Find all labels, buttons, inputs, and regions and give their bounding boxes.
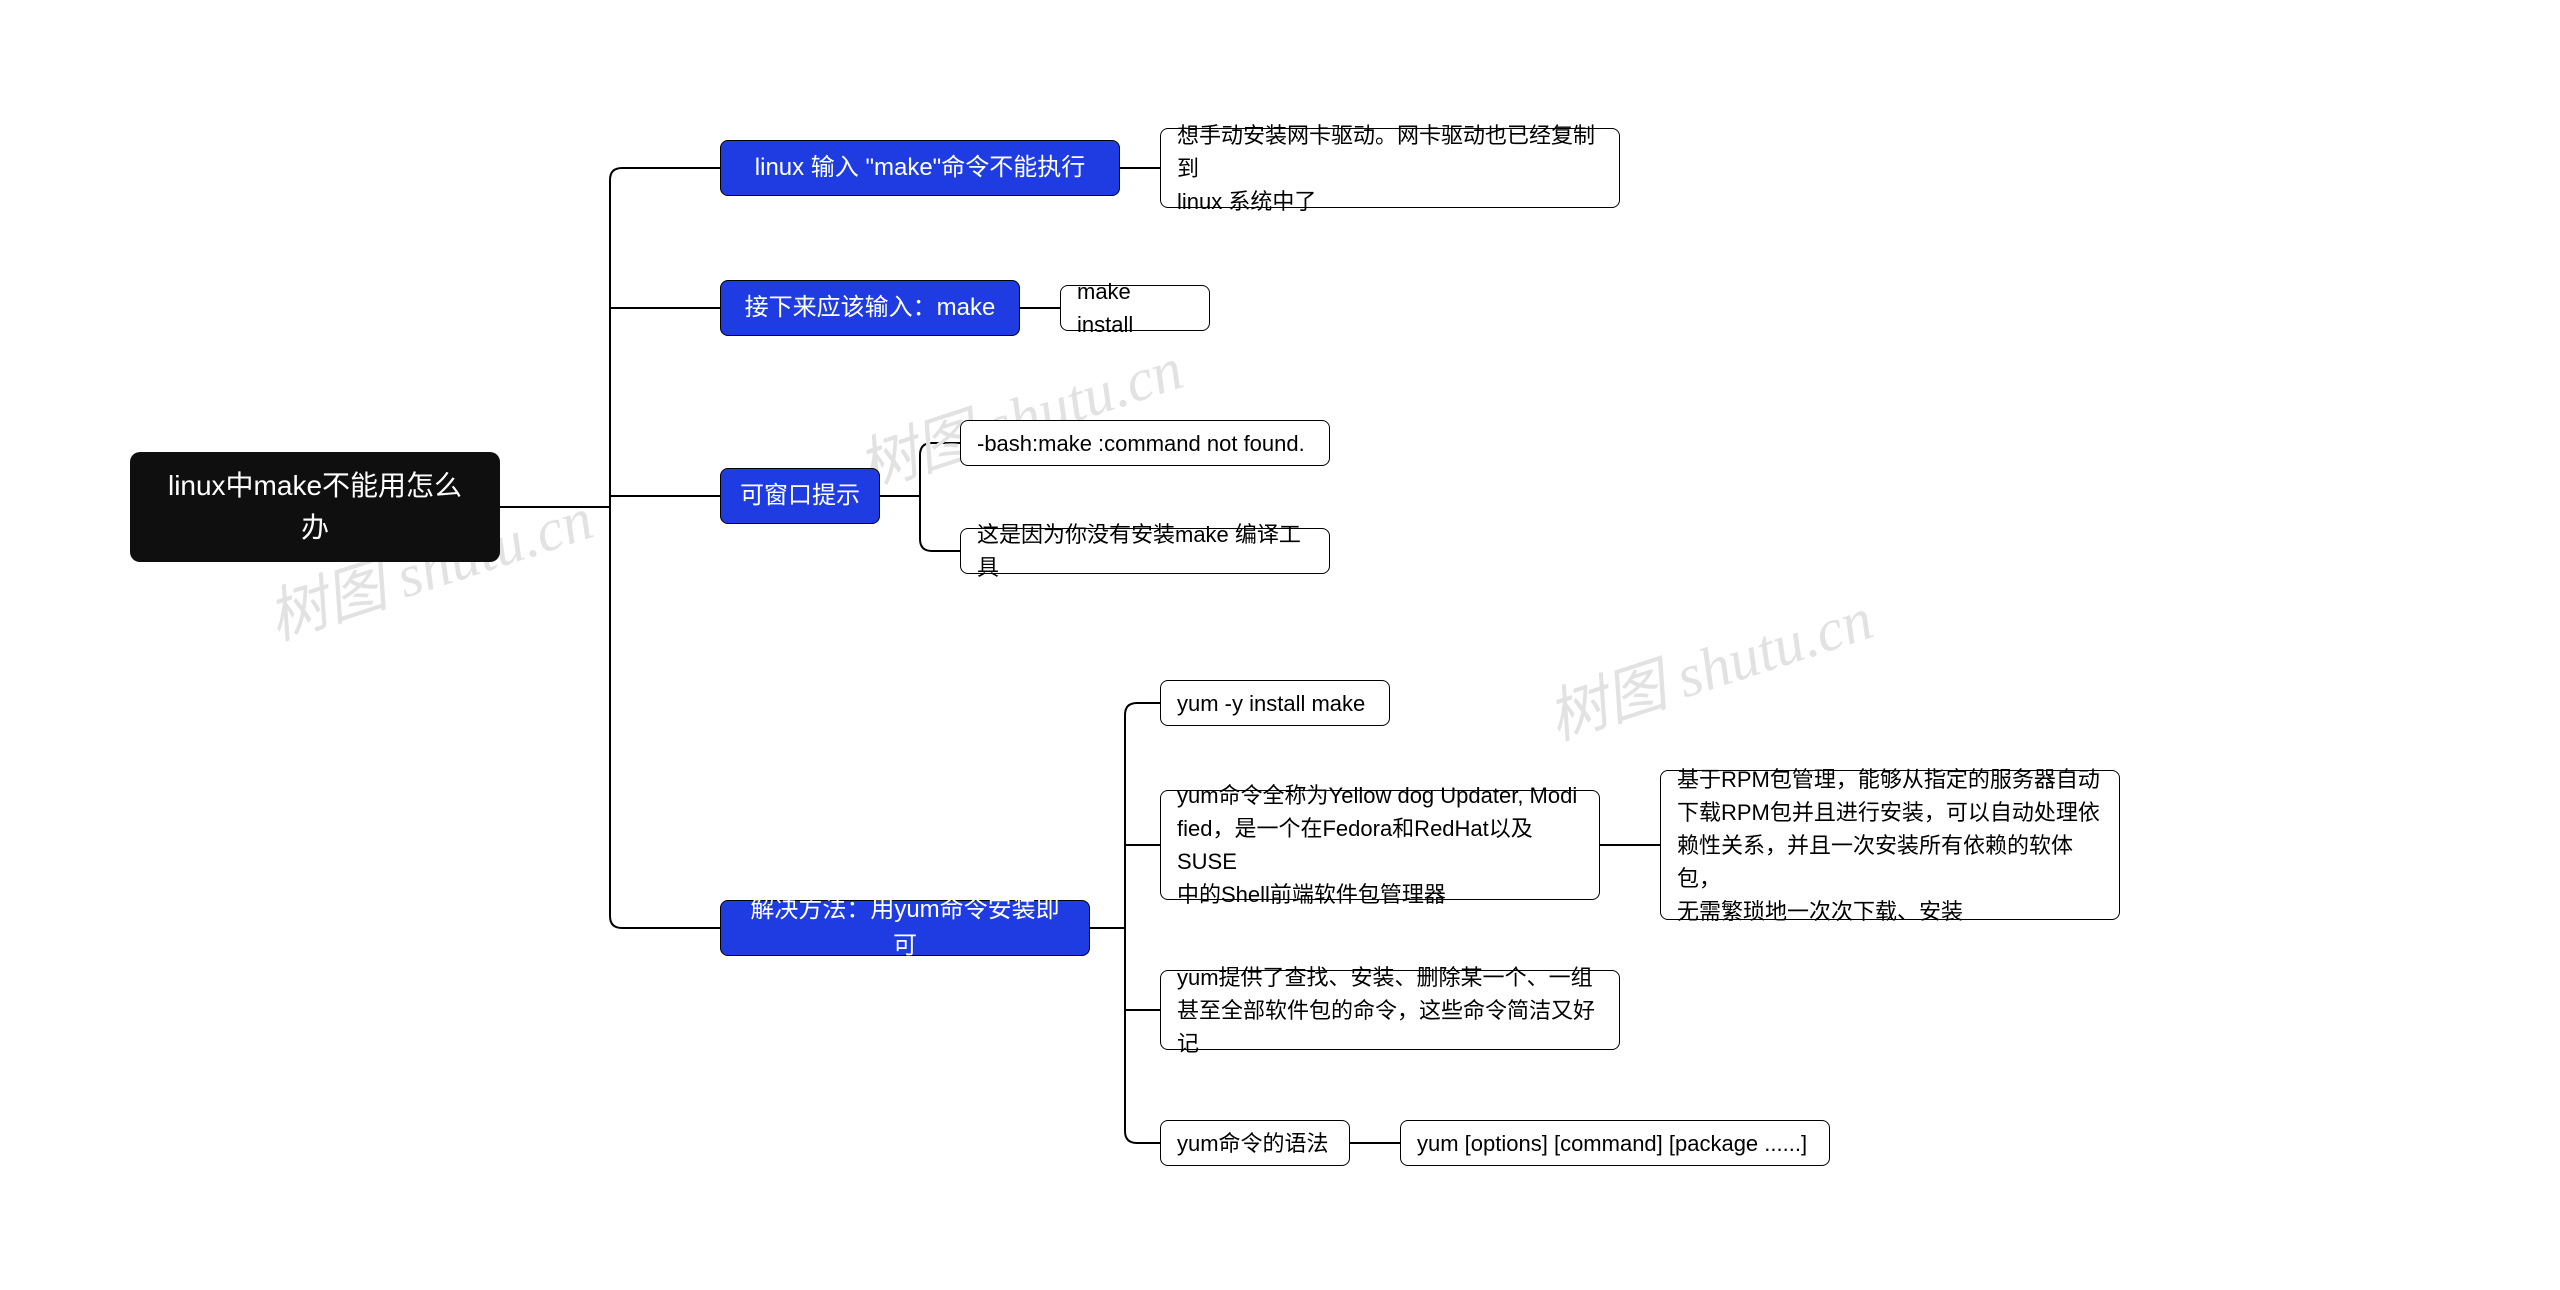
leaf-yum-install-make: yum -y install make	[1160, 680, 1390, 726]
leaf-yum-rpm-desc: 基于RPM包管理，能够从指定的服务器自动下载RPM包并且进行安装，可以自动处理依…	[1660, 770, 2120, 920]
branch-solution-yum: 解决方法：用yum命令安装即可	[720, 900, 1090, 956]
leaf-yum-syntax: yum [options] [command] [package ......]	[1400, 1120, 1830, 1166]
leaf-bash-not-found: -bash:make :command not found.	[960, 420, 1330, 466]
leaf-reason-not-installed: 这是因为你没有安装make 编译工具	[960, 528, 1330, 574]
leaf-yum-fullname: yum命令全称为Yellow dog Updater, Modified，是一个…	[1160, 790, 1600, 900]
leaf-make-install: make install	[1060, 285, 1210, 331]
branch-next-input-make: 接下来应该输入：make	[720, 280, 1020, 336]
watermark: 树图 shutu.cn	[1535, 570, 1882, 757]
leaf-install-nic-driver: 想手动安装网卡驱动。网卡驱动也已经复制到linux 系统中了	[1160, 128, 1620, 208]
mindmap-root: linux中make不能用怎么办	[130, 452, 500, 562]
branch-window-prompt: 可窗口提示	[720, 468, 880, 524]
branch-make-not-execute: linux 输入 "make"命令不能执行	[720, 140, 1120, 196]
watermark: 树图 shutu.cn	[845, 320, 1192, 507]
leaf-yum-provides: yum提供了查找、安装、删除某一个、一组甚至全部软件包的命令，这些命令简洁又好记	[1160, 970, 1620, 1050]
leaf-yum-syntax-label: yum命令的语法	[1160, 1120, 1350, 1166]
